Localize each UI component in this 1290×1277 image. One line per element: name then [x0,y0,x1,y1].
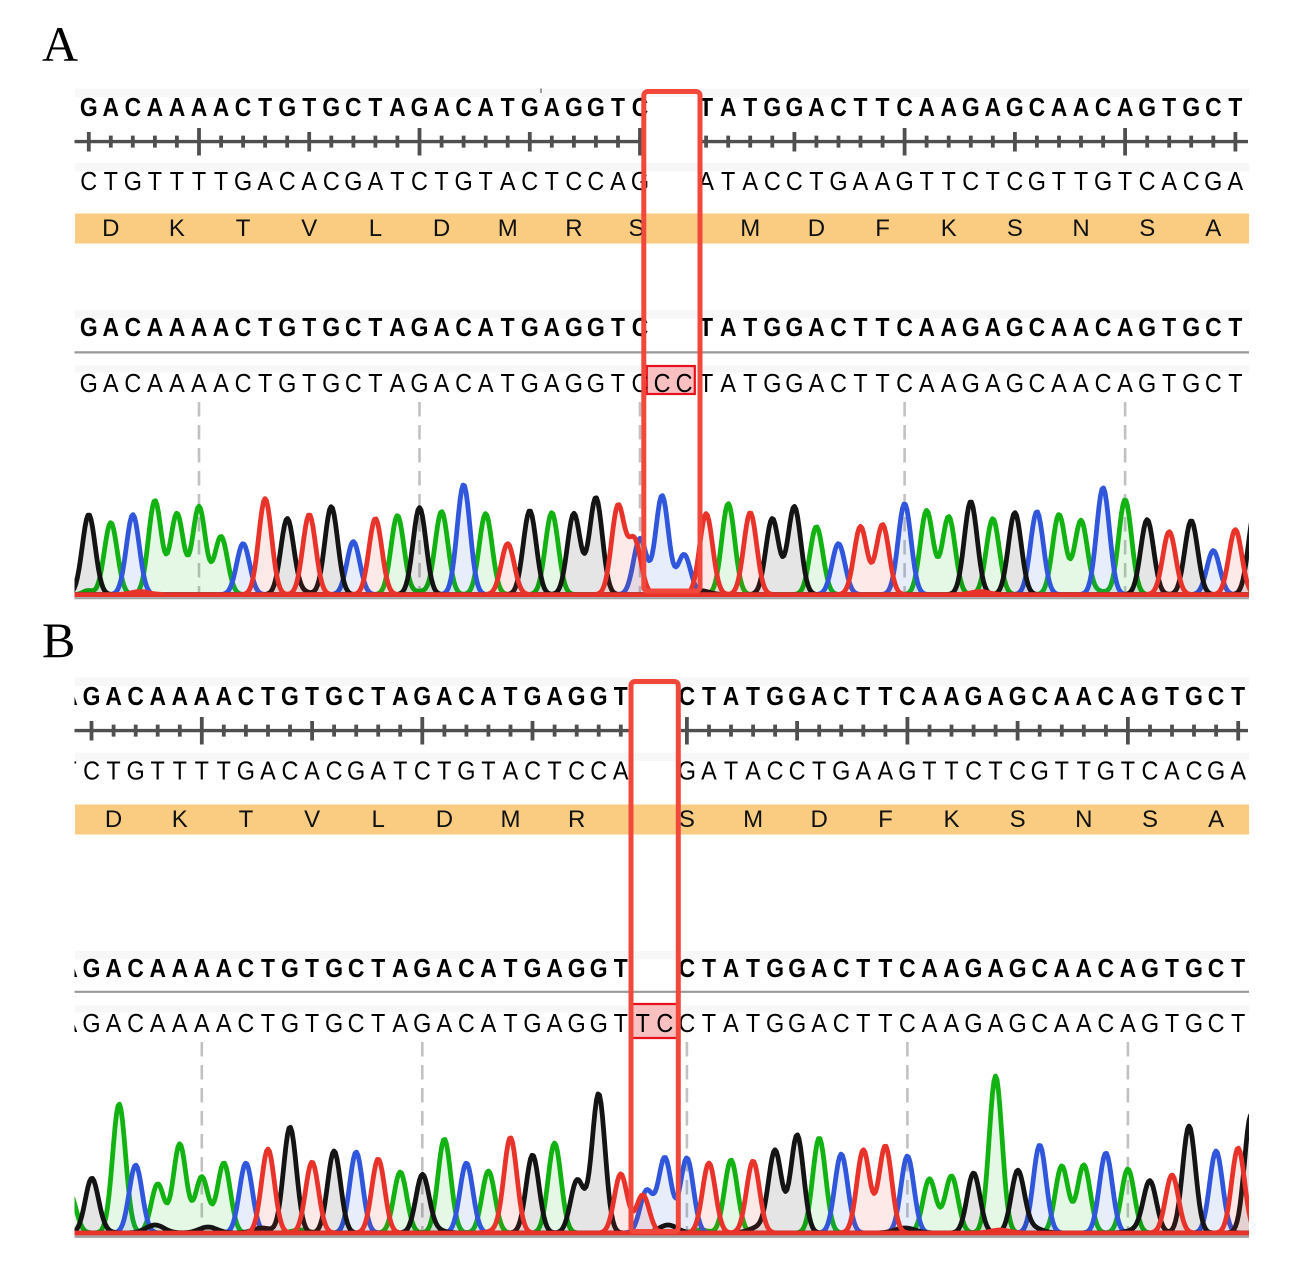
svg-text:B: B [42,612,75,668]
svg-text:A: A [42,16,78,72]
